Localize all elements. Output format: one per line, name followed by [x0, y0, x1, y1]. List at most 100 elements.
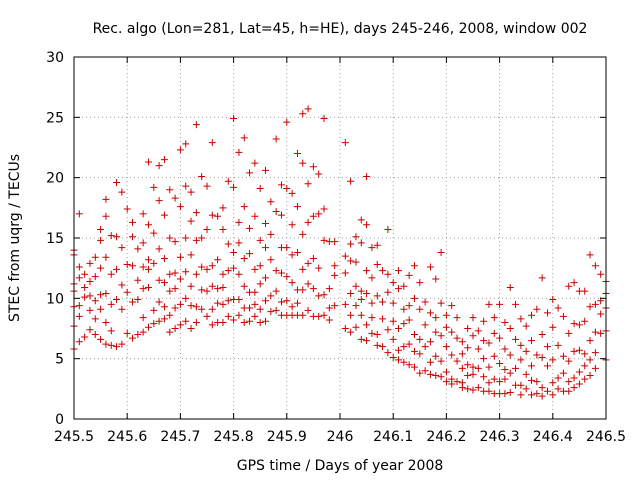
data-point — [230, 316, 238, 324]
data-point — [565, 282, 573, 290]
data-point — [304, 306, 312, 314]
data-point — [559, 369, 567, 377]
data-point — [416, 350, 424, 358]
data-point — [129, 218, 137, 226]
data-point — [113, 233, 121, 241]
data-point — [299, 286, 307, 294]
data-point — [384, 288, 392, 296]
data-point — [219, 283, 227, 291]
data-point — [203, 287, 211, 295]
data-point — [517, 341, 525, 349]
data-point — [528, 376, 536, 384]
data-point — [437, 332, 445, 340]
data-point — [448, 328, 456, 336]
data-point — [363, 267, 371, 275]
data-point — [368, 274, 376, 282]
data-point — [480, 373, 488, 381]
data-point — [586, 356, 594, 364]
data-point — [469, 314, 477, 322]
data-point — [320, 311, 328, 319]
data-point — [453, 334, 461, 342]
data-point — [538, 392, 546, 400]
data-point — [139, 285, 147, 293]
data-point — [320, 291, 328, 299]
data-point — [97, 264, 105, 272]
data-point — [315, 264, 323, 272]
data-point — [352, 323, 360, 331]
data-point — [597, 310, 605, 318]
data-point — [363, 290, 371, 298]
data-point — [379, 343, 387, 351]
data-point — [256, 185, 264, 193]
data-point — [320, 205, 328, 213]
data-point — [272, 135, 280, 143]
data-point — [192, 318, 200, 326]
data-point — [421, 367, 429, 375]
data-point — [570, 279, 578, 287]
data-point — [347, 240, 355, 248]
data-point — [469, 363, 477, 371]
data-point — [246, 169, 254, 177]
data-point — [102, 318, 110, 326]
chart-title: Rec. algo (Lon=281, Lat=45, h=HE), days … — [93, 21, 588, 37]
data-point — [389, 353, 397, 361]
data-point — [134, 296, 142, 304]
y-axis-label: STEC from uqrg / TECUs — [7, 154, 23, 322]
data-point — [464, 325, 472, 332]
data-point — [575, 368, 583, 376]
data-point — [91, 297, 99, 305]
data-point — [570, 347, 578, 355]
data-point — [123, 261, 131, 269]
data-point — [208, 139, 216, 147]
data-point — [187, 302, 195, 310]
data-point — [235, 270, 243, 278]
data-point — [75, 274, 83, 282]
data-point — [432, 328, 440, 336]
data-point — [139, 314, 147, 322]
data-point — [198, 263, 206, 271]
data-point — [506, 351, 514, 359]
data-point — [389, 279, 397, 287]
data-point — [277, 269, 285, 277]
data-point — [448, 380, 456, 388]
data-point — [155, 317, 163, 325]
data-point — [299, 110, 307, 118]
data-point — [134, 245, 142, 253]
data-point — [357, 311, 365, 319]
data-point — [533, 351, 541, 359]
data-point — [150, 183, 158, 191]
data-point — [565, 357, 573, 365]
data-point — [251, 300, 259, 308]
data-point — [501, 390, 509, 398]
data-point — [442, 378, 450, 386]
data-point — [262, 297, 270, 305]
data-point — [304, 105, 312, 113]
data-point — [565, 329, 573, 337]
data-point — [171, 304, 179, 312]
data-point — [267, 308, 275, 316]
data-point — [118, 305, 126, 313]
data-point — [235, 148, 243, 156]
data-point — [506, 369, 514, 377]
data-point — [458, 338, 466, 346]
data-point — [150, 306, 158, 314]
data-point — [426, 309, 434, 317]
data-point — [352, 302, 360, 310]
data-point — [581, 287, 589, 295]
data-point — [166, 328, 174, 336]
data-point — [522, 347, 530, 355]
x-tick-label: 245.5 — [54, 429, 94, 445]
data-point — [474, 384, 482, 392]
data-point — [331, 271, 339, 279]
data-point — [187, 188, 195, 196]
data-point — [86, 292, 94, 300]
data-point — [581, 317, 589, 325]
data-point — [410, 262, 418, 270]
data-point — [464, 385, 472, 393]
data-point — [490, 329, 498, 337]
data-point — [341, 300, 349, 308]
data-point — [251, 265, 259, 273]
data-point — [187, 282, 195, 290]
data-point — [368, 329, 376, 337]
data-point — [176, 253, 184, 261]
